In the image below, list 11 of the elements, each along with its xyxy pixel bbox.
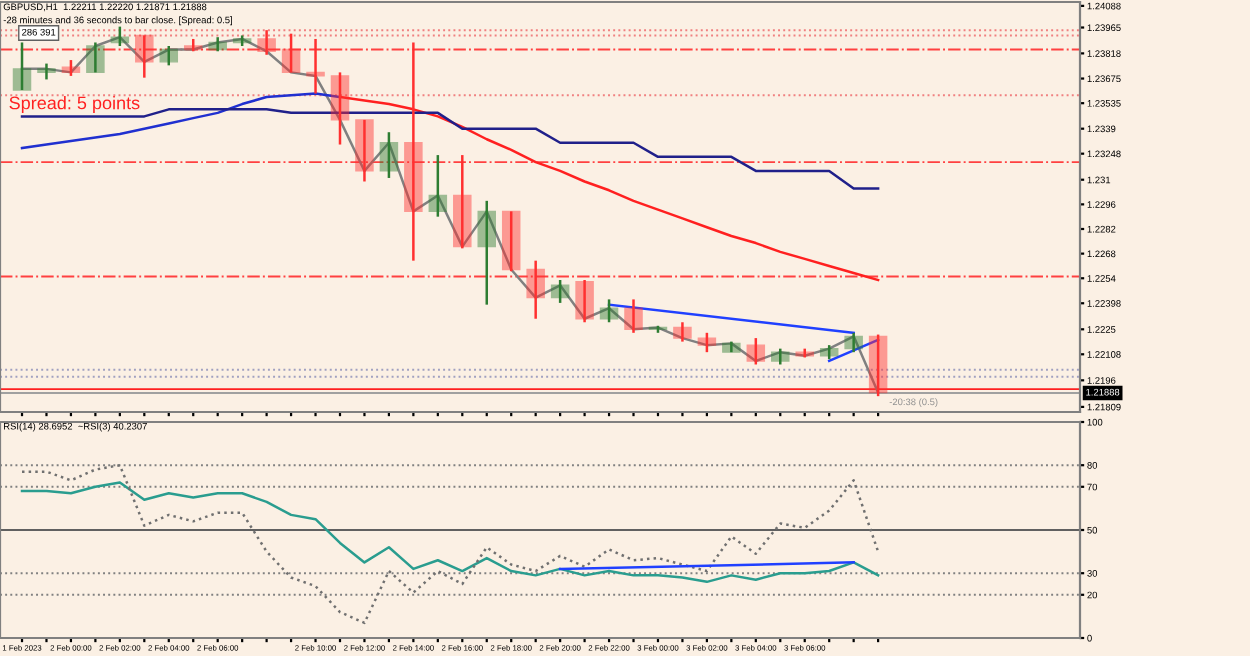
candlestick [110, 25, 130, 48]
candlestick [477, 199, 497, 306]
line-series [20, 481, 880, 584]
candlestick [771, 347, 790, 366]
candlestick [306, 37, 325, 95]
candlestick [37, 62, 56, 81]
candlestick [795, 347, 814, 359]
candlestick [697, 331, 717, 354]
annotation: Spread: 5 points [9, 96, 140, 113]
candlestick [746, 336, 766, 366]
line-series [20, 463, 880, 625]
